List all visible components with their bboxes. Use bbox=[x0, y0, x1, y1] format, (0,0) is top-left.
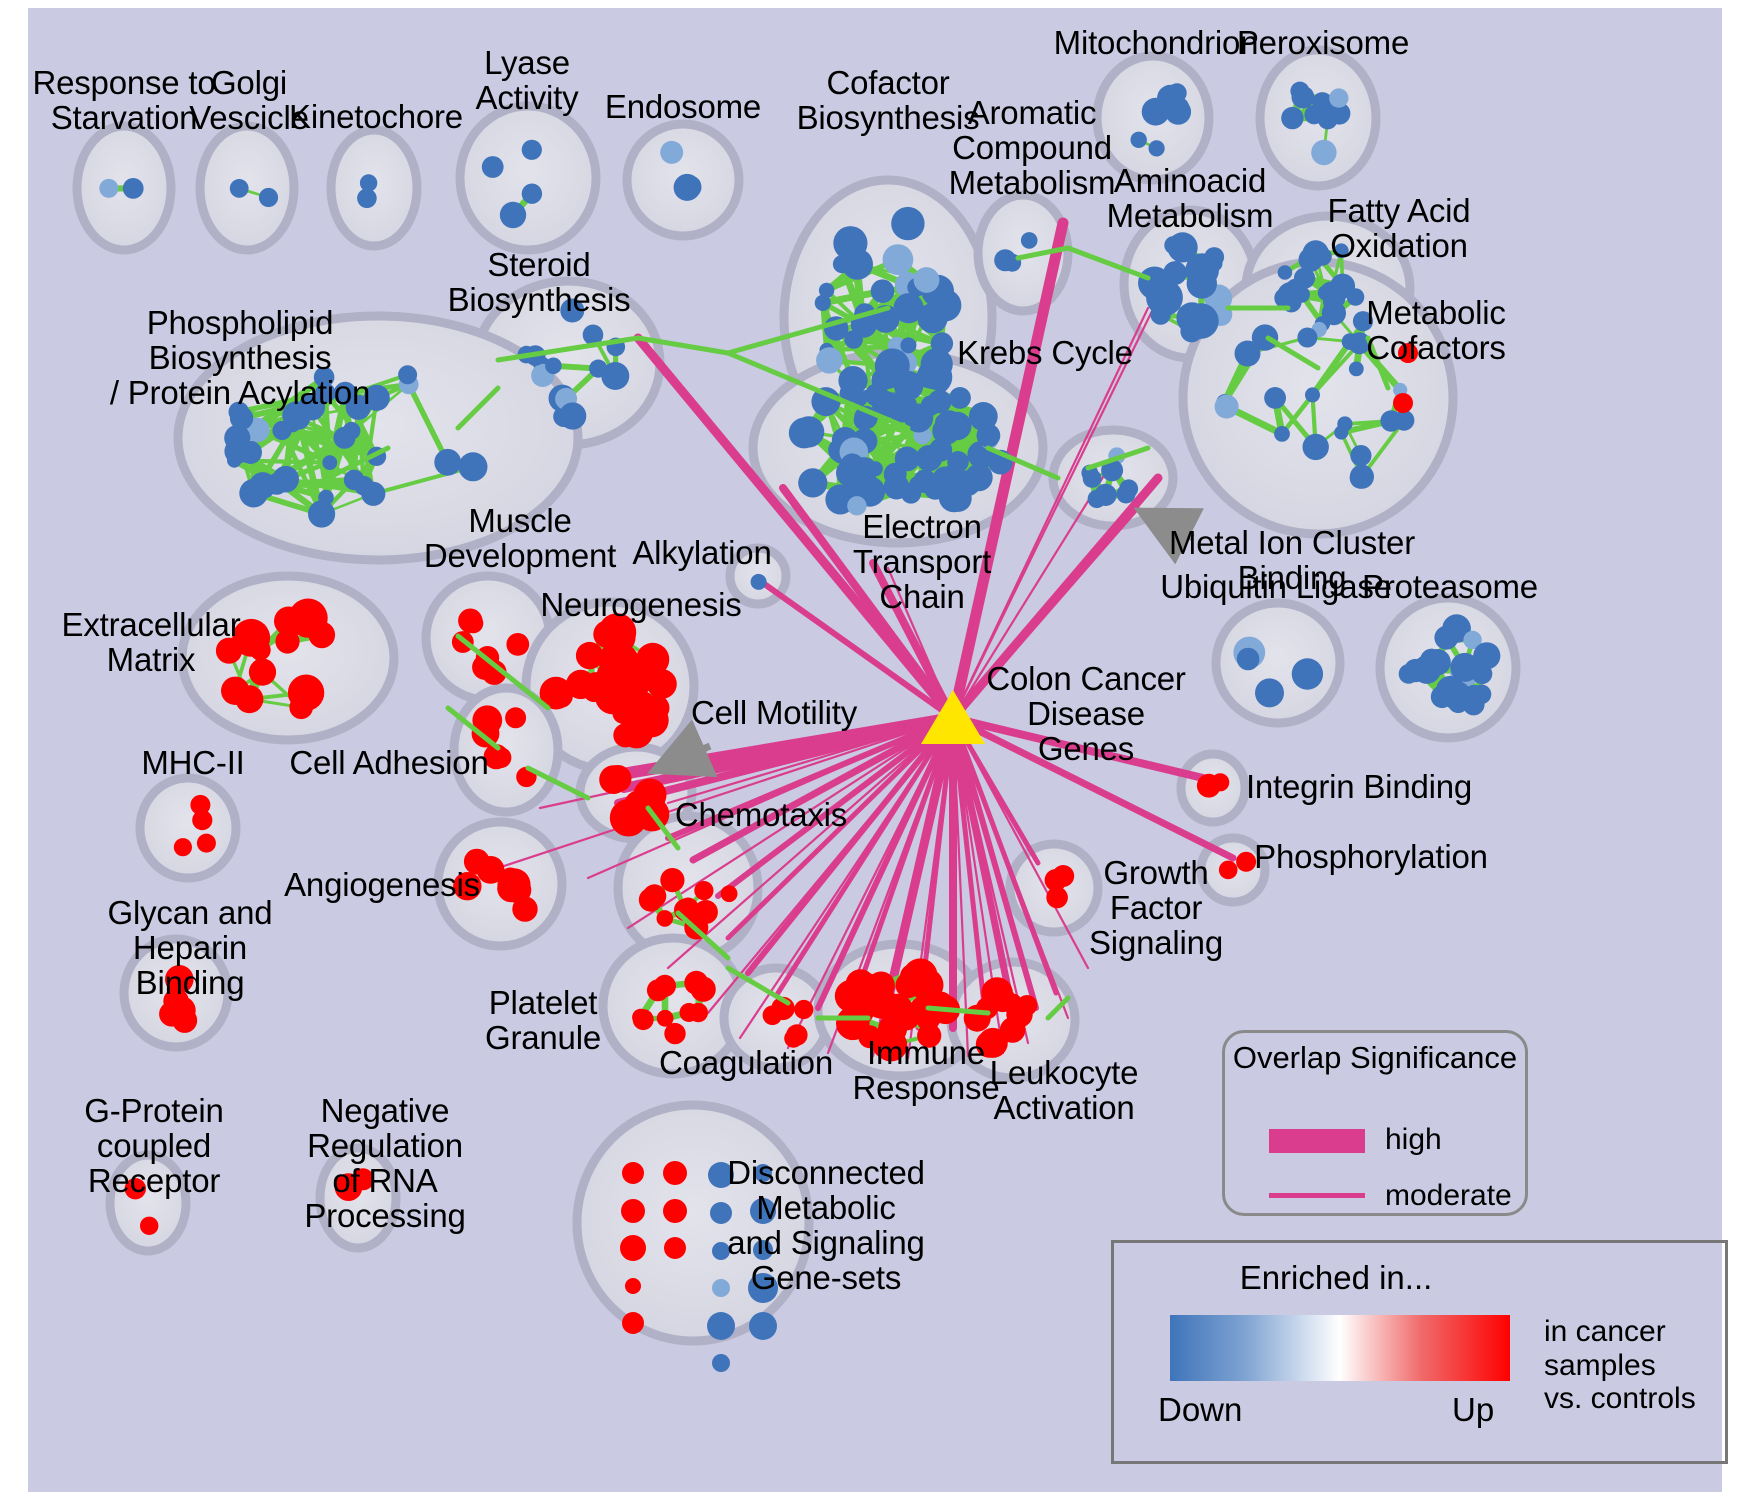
label-chemotaxis: Chemotaxis bbox=[674, 796, 848, 833]
legend-enrichment: Enriched in... Down Up in cancer samples… bbox=[1111, 1240, 1728, 1464]
label-growth-factor-signaling: Growth Factor Signaling bbox=[1089, 854, 1223, 961]
label-platelet-granule: Platelet Granule bbox=[484, 984, 601, 1056]
legend-enr-down-label: Down bbox=[1158, 1391, 1243, 1428]
label-coagulation: Coagulation bbox=[659, 1044, 833, 1081]
legend-sig-moderate-label: moderate bbox=[1385, 1179, 1512, 1212]
label-extracellular-matrix: Extracellular Matrix bbox=[61, 606, 241, 678]
label-muscle-development: Muscle Development bbox=[423, 502, 617, 574]
label-lyase-activity: Lyase Activity bbox=[475, 44, 579, 116]
label-mitochondrion: Mitochondrion bbox=[1053, 24, 1259, 61]
label-cofactor-biosynthesis: Cofactor Biosynthesis bbox=[796, 64, 980, 136]
network-canvas: Response to Starvation Golgi Vescicle Ki… bbox=[28, 8, 1728, 1492]
label-disconnected-gene-sets: Disconnected Metabolic and Signaling Gen… bbox=[727, 1154, 925, 1296]
label-aminoacid-metabolism: Aminoacid Metabolism bbox=[1106, 162, 1274, 234]
label-peroxisome: Peroxisome bbox=[1236, 24, 1410, 61]
label-cell-motility: Cell Motility bbox=[690, 694, 858, 731]
label-leukocyte-activation: Leukocyte Activation bbox=[989, 1054, 1139, 1126]
label-immune-response: Immune Response bbox=[852, 1034, 1000, 1106]
label-integrin-binding: Integrin Binding bbox=[1245, 768, 1473, 805]
label-response-to-starvation: Response to Starvation bbox=[32, 64, 216, 136]
network-graph bbox=[72, 45, 1521, 1372]
legend-sig-moderate-swatch bbox=[1269, 1193, 1365, 1198]
label-kinetochore: Kinetochore bbox=[289, 98, 463, 135]
label-fatty-acid-oxidation: Fatty Acid Oxidation bbox=[1327, 192, 1471, 264]
legend-enr-up-label: Up bbox=[1452, 1391, 1495, 1428]
legend-enr-gradient-bar bbox=[1170, 1315, 1510, 1381]
label-krebs-cycle: Krebs Cycle bbox=[957, 334, 1133, 371]
label-mhc-ii: MHC-II bbox=[141, 744, 245, 781]
arrow-annotations bbox=[647, 507, 1204, 778]
label-endosome: Endosome bbox=[604, 88, 762, 125]
legend-enr-title: Enriched in... bbox=[1239, 1259, 1433, 1296]
label-steroid-biosynthesis: Steroid Biosynthesis bbox=[447, 246, 631, 318]
legend-sig-high-swatch bbox=[1269, 1129, 1365, 1153]
label-neg-reg-rna-processing: Negative Regulation of RNA Processing bbox=[304, 1092, 466, 1234]
label-electron-transport-chain: Electron Transport Chain bbox=[852, 508, 992, 615]
label-phospholipid-biosynthesis: Phospholipid Biosynthesis / Protein Acyl… bbox=[109, 304, 371, 411]
label-angiogenesis: Angiogenesis bbox=[284, 866, 480, 903]
label-cell-adhesion: Cell Adhesion bbox=[289, 744, 489, 781]
legend-overlap-significance: Overlap Significance high moderate bbox=[1222, 1030, 1528, 1216]
label-metal-ion-cluster-binding: Metal Ion Cluster Binding bbox=[1168, 524, 1416, 596]
label-glycan-heparin-binding: Glycan and Heparin Binding bbox=[107, 894, 273, 1001]
label-proteasome: Proteasome bbox=[1362, 568, 1538, 605]
label-metabolic-cofactors: Metabolic Cofactors bbox=[1366, 294, 1506, 366]
label-phosphorylation: Phosphorylation bbox=[1254, 838, 1488, 875]
label-ubiquitin-ligase: Ubiquitin Ligase bbox=[1160, 568, 1392, 605]
legend-sig-high-label: high bbox=[1385, 1123, 1442, 1156]
cluster-node-graphs bbox=[99, 81, 1501, 1372]
label-golgi-vescicle: Golgi Vescicle bbox=[189, 64, 309, 136]
legend-sig-title: Overlap Significance bbox=[1232, 1040, 1518, 1075]
label-neurogenesis: Neurogenesis bbox=[540, 586, 742, 623]
label-alkylation: Alkylation bbox=[632, 534, 772, 571]
legend-enr-note: in cancer samples vs. controls bbox=[1544, 1315, 1696, 1416]
label-aromatic-compound-metabolism: Aromatic Compound Metabolism bbox=[948, 94, 1116, 201]
label-colon-cancer-hub: Colon Cancer Disease Genes bbox=[986, 660, 1186, 767]
label-gpcr: G-Protein coupled Receptor bbox=[84, 1092, 224, 1199]
hub-triangle bbox=[921, 690, 985, 744]
